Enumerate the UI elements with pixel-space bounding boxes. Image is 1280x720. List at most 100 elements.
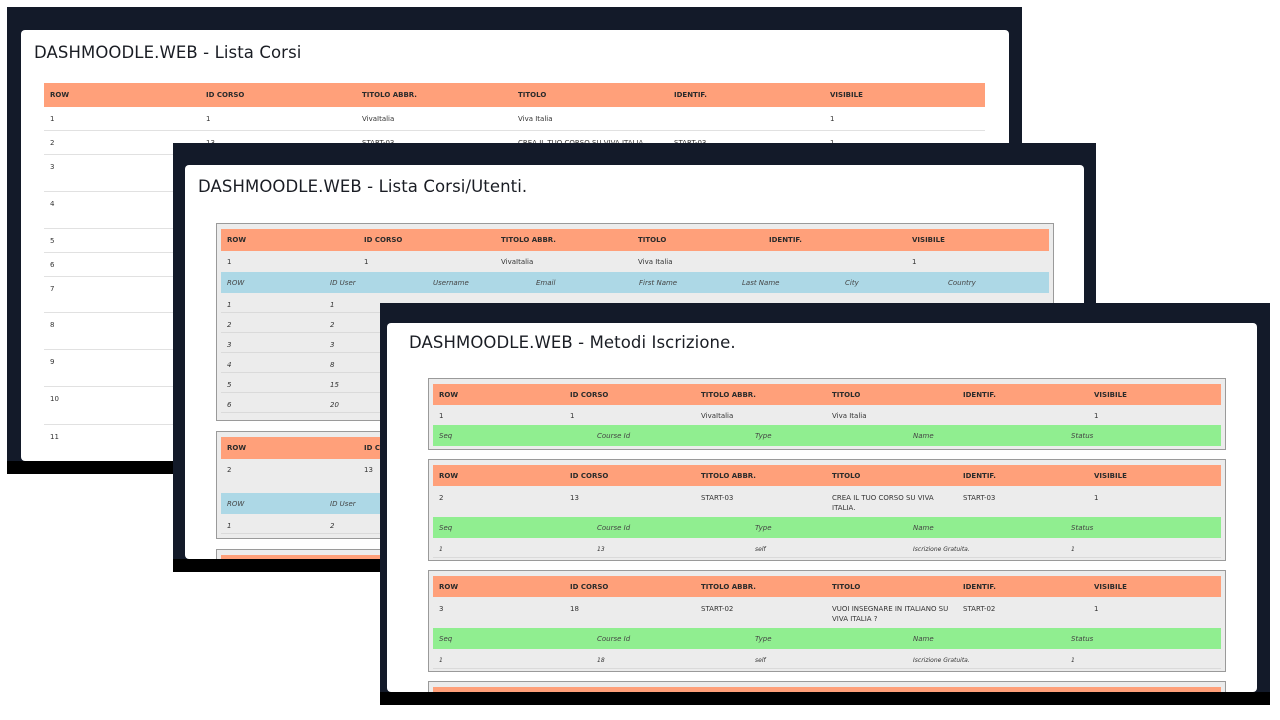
- method-row[interactable]: 1 18 self Iscrizione Gratuita. 1: [433, 649, 1221, 669]
- course-row[interactable]: 2 13: [221, 459, 1049, 493]
- col-header-titolo: TITOLO: [638, 236, 667, 244]
- col-header-identif: IDENTIF.: [963, 390, 996, 399]
- course-table-header: ROW ID CORSO TITOLO ABBR. TITOLO IDENTIF…: [433, 576, 1221, 597]
- cell-status: 1: [1071, 546, 1075, 553]
- col-header-titolo-abbr: TITOLO ABBR.: [701, 582, 756, 591]
- col-header-status: Status: [1071, 634, 1094, 643]
- col-header-row: ROW: [227, 444, 247, 452]
- cell-id-corso: 18: [570, 605, 579, 613]
- cell-type: self: [755, 546, 766, 553]
- col-header-status: Status: [1071, 523, 1094, 532]
- cell-row: 10: [50, 395, 59, 403]
- col-header-course-id: Course Id: [597, 523, 631, 532]
- cell-visibile: 1: [830, 115, 835, 123]
- cell-row: 9: [50, 358, 55, 366]
- cell-titolo-abbr: VivaItalia: [501, 258, 534, 266]
- cell-seq: 1: [439, 657, 443, 664]
- cell-row: 1: [227, 522, 232, 530]
- method-row[interactable]: 1 13 self Iscrizione Gratuita. 1: [433, 538, 1221, 558]
- cell-visibile: 1: [1094, 605, 1099, 613]
- col-header-country: Country: [948, 278, 976, 287]
- col-header-row: ROW: [227, 278, 245, 287]
- col-header-username: Username: [433, 278, 469, 287]
- page-title: DASHMOODLE.WEB - Lista Corsi: [34, 43, 302, 62]
- cell-id-user: 2: [330, 522, 335, 530]
- col-header-seq: Seq: [439, 431, 453, 440]
- course-row[interactable]: 1 1 VivaItalia Viva Italia 1: [221, 251, 1049, 272]
- col-header-titolo: TITOLO: [518, 91, 547, 99]
- col-header-visibile: VISIBILE: [1094, 471, 1127, 480]
- page-title: DASHMOODLE.WEB - Lista Corsi/Utenti.: [198, 177, 528, 196]
- cell-titolo: VUOI INSEGNARE IN ITALIANO SU VIVA ITALI…: [832, 605, 949, 623]
- col-header-titolo: TITOLO: [832, 390, 861, 399]
- cell-titolo: Viva Italia: [832, 412, 867, 420]
- course-table: ROW ID CORSO TITOLO ABBR. TITOLO IDENTIF…: [433, 465, 1221, 558]
- cell-id-user: 20: [330, 401, 339, 409]
- table-header: ROW ID CORSO TITOLO ABBR. TITOLO IDENTIF…: [44, 83, 985, 107]
- cell-titolo: Viva Italia: [518, 115, 553, 123]
- cell-row: 5: [50, 237, 55, 245]
- cell-identif: START-02: [963, 605, 996, 613]
- col-header-id-corso: ID CORSO: [570, 582, 609, 591]
- enrolment-card: [428, 681, 1226, 692]
- col-header-course-id: Course Id: [597, 431, 631, 440]
- col-header-type: Type: [755, 523, 772, 532]
- cell-id-corso: 1: [570, 412, 575, 420]
- cell-course-id: 18: [597, 657, 605, 664]
- cell-visibile: 1: [1094, 494, 1099, 502]
- cell-row: 2: [227, 321, 232, 329]
- cell-seq: 1: [439, 546, 443, 553]
- course-table: ROW ID CORSO TITOLO ABBR. TITOLO IDENTIF…: [221, 229, 1049, 413]
- cell-row: 5: [227, 381, 232, 389]
- col-header-row: ROW: [439, 471, 459, 480]
- cell-row: 11: [50, 433, 59, 441]
- col-header-row: ROW: [50, 91, 70, 99]
- col-header-name: Name: [913, 431, 934, 440]
- cell-row: 3: [439, 605, 444, 613]
- methods-table-header: Seq Course Id Type Name Status: [433, 628, 1221, 649]
- cell-id-corso: 13: [570, 494, 579, 502]
- col-header-titolo: TITOLO: [832, 582, 861, 591]
- col-header-status: Status: [1071, 431, 1094, 440]
- cell-id-user: 8: [330, 361, 335, 369]
- course-table: ROW ID CORSO TITOLO ABBR. TITOLO IDENTIF…: [433, 576, 1221, 669]
- course-row[interactable]: 3 18 START-02 VUOI INSEGNARE IN ITALIANO…: [433, 597, 1221, 628]
- col-header-titolo-abbr: TITOLO ABBR.: [701, 471, 756, 480]
- col-header-row: ROW: [227, 236, 247, 244]
- cell-titolo-abbr: START-03: [701, 494, 734, 502]
- cell-row: 1: [227, 258, 232, 266]
- col-header-id-corso: ID CORSO: [570, 471, 609, 480]
- cell-id-corso: 1: [364, 258, 369, 266]
- enrolment-card: ROW ID CORSO TITOLO ABBR. TITOLO IDENTIF…: [428, 570, 1226, 672]
- course-table: ROW ID CORSO TITOLO ABBR. TITOLO IDENTIF…: [433, 384, 1221, 446]
- table-row[interactable]: 1 1 VivaItalia Viva Italia 1: [44, 107, 985, 131]
- window-metodi-iscrizione: DASHMOODLE.WEB - Metodi Iscrizione. ROW …: [380, 303, 1270, 705]
- course-row[interactable]: 1 1 VivaItalia Viva Italia 1: [433, 405, 1221, 425]
- enrolment-card: ROW ID CORSO TITOLO ABBR. TITOLO IDENTIF…: [428, 459, 1226, 561]
- course-row[interactable]: 2 13 START-03 CREA IL TUO CORSO SU VIVA …: [433, 486, 1221, 517]
- col-header-last-name: Last Name: [742, 278, 780, 287]
- col-header-city: City: [845, 278, 859, 287]
- col-header-email: Email: [536, 278, 556, 287]
- col-header-id-corso: ID CORSO: [570, 390, 609, 399]
- cell-row: 2: [50, 139, 55, 147]
- cell-row: 4: [227, 361, 232, 369]
- methods-table-header: Seq Course Id Type Name Status: [433, 425, 1221, 446]
- cell-titolo-abbr: VivaItalia: [701, 412, 734, 420]
- col-header-row: ROW: [227, 499, 245, 508]
- cell-visibile: 1: [912, 258, 917, 266]
- col-header-identif: IDENTIF.: [674, 91, 707, 99]
- cell-row: 3: [227, 341, 232, 349]
- col-header-seq: Seq: [439, 523, 453, 532]
- cell-identif: START-03: [963, 494, 996, 502]
- window-bottom-bar: [380, 692, 1270, 705]
- cell-id-corso: 1: [206, 115, 211, 123]
- col-header-name: Name: [913, 634, 934, 643]
- cell-row: 7: [50, 285, 55, 293]
- table-row[interactable]: 11: [44, 425, 985, 461]
- col-header-course-id: Course Id: [597, 634, 631, 643]
- col-header-id-corso: ID CORSO: [206, 91, 245, 99]
- cell-id-user: 1: [330, 301, 335, 309]
- course-table-header: [433, 687, 1221, 692]
- col-header-id-user: ID User: [330, 278, 356, 287]
